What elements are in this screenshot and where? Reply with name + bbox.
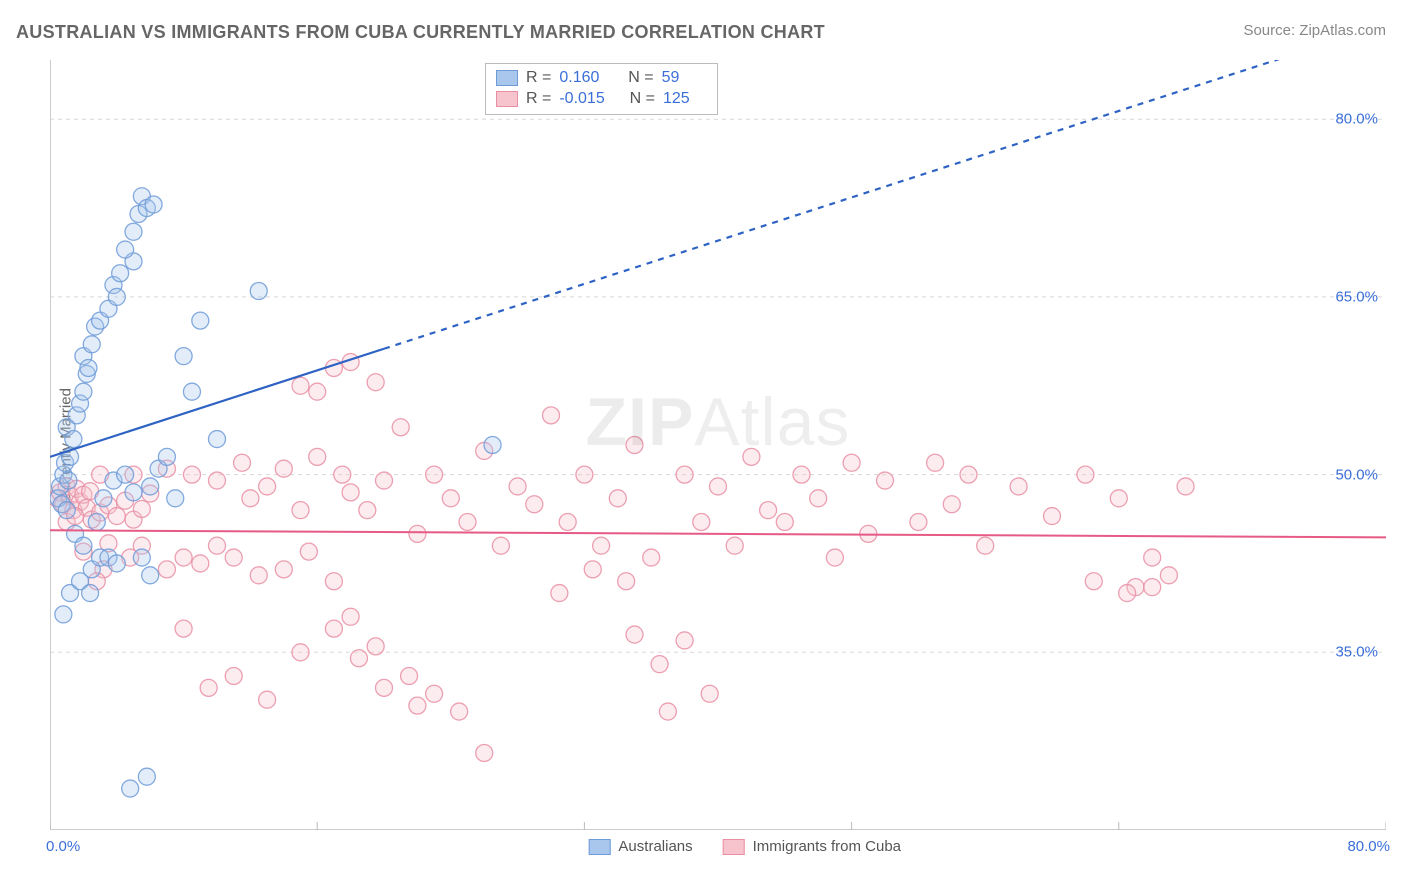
- r-value-1: -0.015: [559, 89, 604, 110]
- legend-swatch-1: [723, 839, 745, 855]
- n-value-0: 59: [662, 68, 706, 89]
- swatch-series-1: [496, 91, 518, 107]
- chart-svg: [50, 60, 1386, 830]
- r-label-1: R =: [526, 89, 551, 110]
- x-axis-max-label: 80.0%: [1347, 838, 1390, 855]
- correlation-box: R = 0.160 N = 59 R = -0.015 N = 125: [485, 63, 718, 115]
- y-tick-label: 35.0%: [1335, 644, 1378, 661]
- legend-label-1: Immigrants from Cuba: [753, 838, 901, 855]
- y-tick-label: 50.0%: [1335, 466, 1378, 483]
- legend-swatch-0: [588, 839, 610, 855]
- swatch-series-0: [496, 70, 518, 86]
- y-tick-label: 65.0%: [1335, 288, 1378, 305]
- bottom-legend: Australians Immigrants from Cuba: [588, 838, 901, 855]
- r-value-0: 0.160: [559, 68, 603, 89]
- n-value-1: 125: [663, 89, 707, 110]
- n-label-0: N =: [628, 68, 653, 89]
- corr-row-1: R = -0.015 N = 125: [496, 89, 707, 110]
- corr-row-0: R = 0.160 N = 59: [496, 68, 707, 89]
- chart-title: AUSTRALIAN VS IMMIGRANTS FROM CUBA CURRE…: [16, 22, 825, 43]
- source-label: Source: ZipAtlas.com: [1243, 22, 1386, 39]
- plot-area: ZIPAtlas R = 0.160 N = 59 R = -0.015 N =…: [50, 60, 1386, 830]
- r-label-0: R =: [526, 68, 551, 89]
- n-label-1: N =: [630, 89, 655, 110]
- legend-label-0: Australians: [618, 838, 692, 855]
- x-axis-min-label: 0.0%: [46, 838, 80, 855]
- y-tick-label: 80.0%: [1335, 111, 1378, 128]
